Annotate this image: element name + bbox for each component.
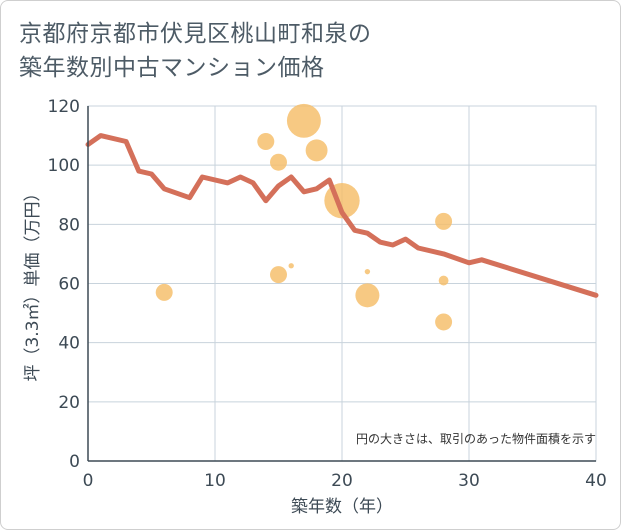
bubble-point <box>270 153 287 171</box>
bubble-point <box>305 139 328 162</box>
bubble-point <box>355 283 380 308</box>
bubble-size-note: 円の大きさは、取引のあった物件面積を示す <box>356 431 596 446</box>
bubble-point <box>435 313 453 331</box>
bubble-point <box>435 212 453 230</box>
y-tick-label: 20 <box>58 393 80 413</box>
axes: 0 10 20 30 40 0 20 40 60 80 100 120 <box>48 97 607 491</box>
title-line-1: 京都府京都市伏見区桃山町和泉の <box>19 21 372 47</box>
bubble-point <box>364 268 371 275</box>
average-price-line <box>85 133 599 298</box>
y-tick-label: 40 <box>58 334 80 354</box>
y-tick-label: 0 <box>69 452 80 472</box>
bubble-point <box>288 263 294 269</box>
x-tick-label: 30 <box>458 471 480 491</box>
x-tick-label: 0 <box>83 471 94 491</box>
y-tick-label: 60 <box>58 275 80 295</box>
bubble-layer <box>155 103 453 331</box>
x-tick-label: 10 <box>204 471 226 491</box>
y-tick-label: 120 <box>48 97 80 117</box>
chart-title: 京都府京都市伏見区桃山町和泉の 築年数別中古マンション価格 <box>19 17 579 85</box>
bubble-point <box>257 133 275 150</box>
x-tick-label: 40 <box>585 471 607 491</box>
y-tick-label: 80 <box>58 215 80 235</box>
bubble-point <box>286 103 321 138</box>
bubble-point <box>270 266 287 284</box>
grid-lines <box>88 106 596 461</box>
title-line-2: 築年数別中古マンション価格 <box>19 55 325 81</box>
y-tick-label: 100 <box>48 156 80 176</box>
bubble-point <box>438 275 449 286</box>
x-tick-label: 20 <box>331 471 353 491</box>
x-axis-title: 築年数（年） <box>291 497 393 517</box>
y-axis-title: 坪（3.3㎡）単価（万円） <box>23 184 43 381</box>
line-layer <box>85 133 599 298</box>
bubble-point <box>155 283 173 301</box>
